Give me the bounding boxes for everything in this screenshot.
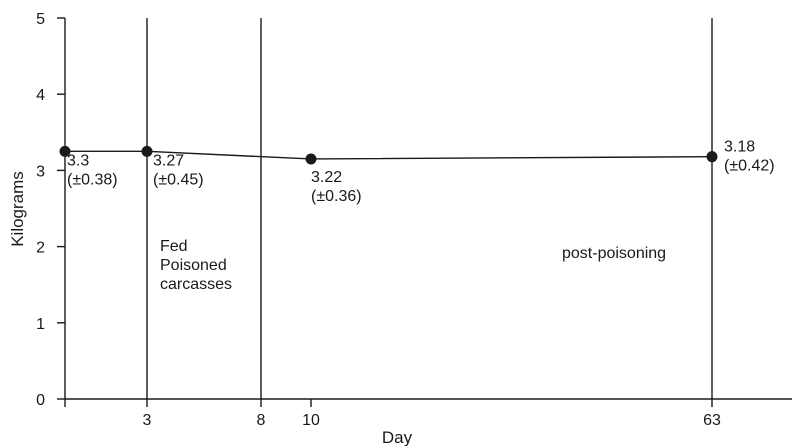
annotation-line: Poisoned: [160, 257, 227, 274]
annotation-line: post-poisoning: [562, 245, 666, 262]
data-label-line: (±0.45): [153, 171, 204, 188]
annotation-line: carcasses: [160, 276, 232, 293]
data-label-line: 3.22: [311, 169, 342, 186]
phase-divider-lines: [146, 18, 713, 399]
data-label: 3.22 (±0.36): [311, 169, 362, 205]
data-point: [59, 145, 71, 157]
data-point: [305, 153, 317, 165]
y-tick-label: 2: [36, 240, 45, 257]
data-label-line: 3.18: [724, 139, 755, 156]
data-label-line: (±0.36): [311, 188, 362, 205]
annotation-fed-poisoned-carcasses: Fed Poisoned carcasses: [160, 238, 232, 293]
weight-series: 3.3 (±0.38) 3.27 (±0.45) 3.22 (±0.36) 3.18 (±0.…: [59, 139, 775, 205]
x-tick-label: 63: [703, 412, 721, 429]
x-tick-label: 8: [257, 412, 266, 429]
annotation-line: Fed: [160, 238, 188, 255]
x-axis-title: Day: [382, 428, 413, 446]
x-tick-label: 3: [143, 412, 152, 429]
weight-line: [65, 150, 713, 160]
y-tick-label: 1: [36, 316, 45, 333]
data-label-line: (±0.38): [67, 171, 118, 188]
y-tick-label: 4: [36, 87, 45, 104]
data-label-line: 3.27: [153, 152, 184, 169]
data-point: [141, 145, 153, 157]
data-label-line: (±0.42): [724, 158, 775, 175]
annotation-post-poisoning: post-poisoning: [562, 245, 666, 262]
data-label-line: 3.3: [67, 152, 89, 169]
y-axis-ticks: 0 1 2 3 4 5: [36, 11, 65, 409]
y-tick-label: 3: [36, 163, 45, 180]
x-axis-ticks: 3 8 10 63: [64, 399, 721, 429]
data-label: 3.18 (±0.42): [724, 139, 775, 175]
phase-annotations: Fed Poisoned carcasses post-poisoning: [160, 238, 666, 293]
y-tick-label: 0: [36, 392, 45, 409]
data-label: 3.27 (±0.45): [153, 152, 204, 188]
data-point: [706, 151, 718, 163]
x-tick-label: 10: [302, 412, 320, 429]
data-label: 3.3 (±0.38): [67, 152, 118, 188]
y-axis-title: Kilograms: [8, 171, 27, 247]
y-tick-label: 5: [36, 11, 45, 28]
